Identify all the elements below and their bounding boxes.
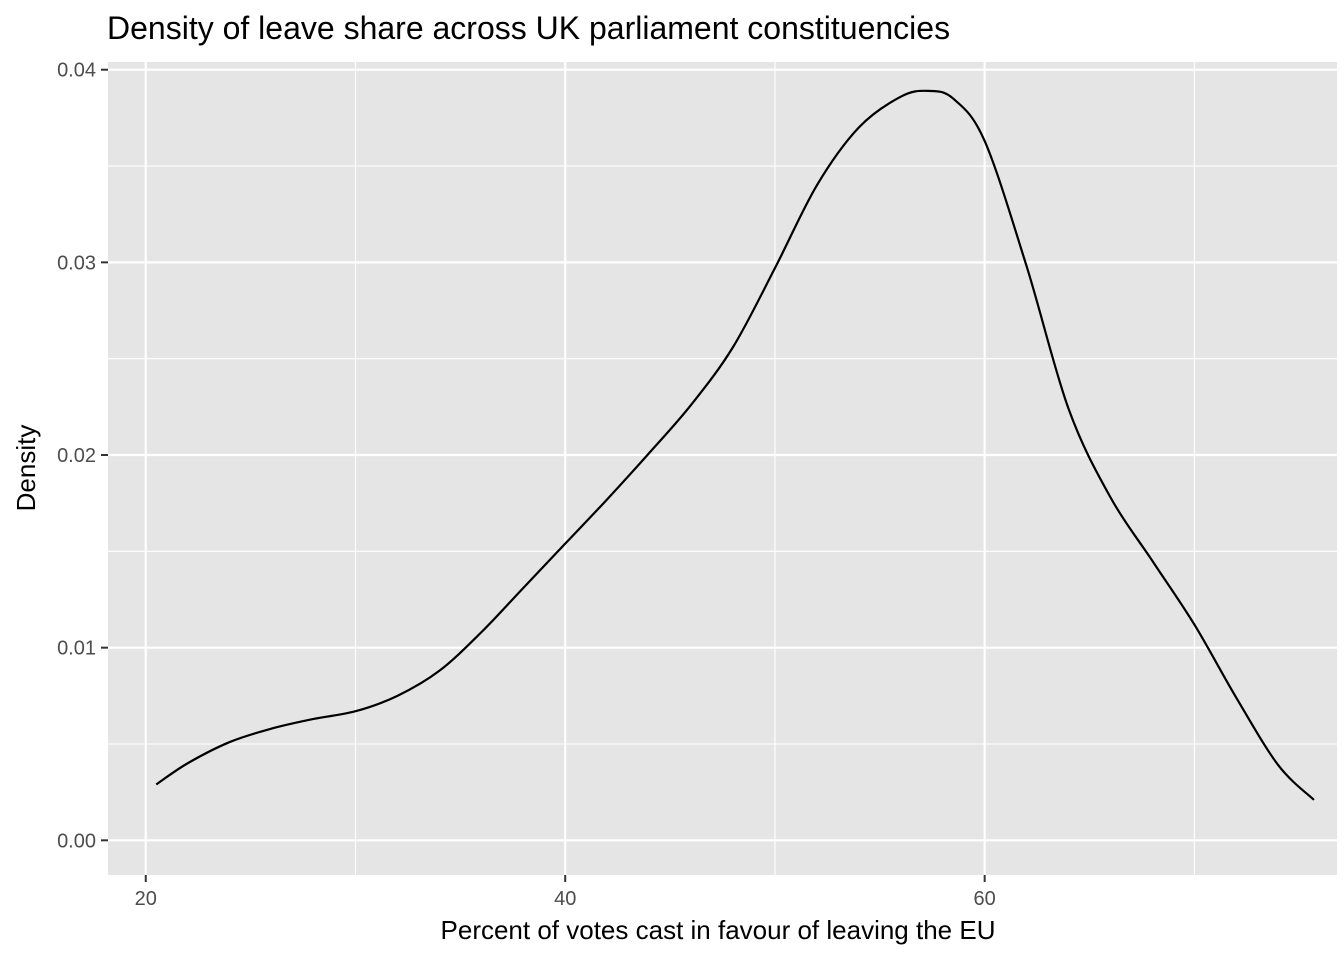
x-axis-title: Percent of votes cast in favour of leavi…: [441, 915, 996, 945]
x-axis: 20 40 60: [135, 875, 996, 910]
x-tick-label: 60: [974, 888, 996, 910]
y-axis-title: Density: [11, 425, 41, 512]
y-tick-label: 0.03: [57, 252, 96, 274]
chart-title: Density of leave share across UK parliam…: [107, 10, 950, 46]
y-tick-label: 0.01: [57, 638, 96, 660]
x-tick-label: 20: [135, 888, 157, 910]
y-tick-label: 0.02: [57, 445, 96, 467]
minor-gridlines: [108, 62, 1337, 875]
plot-panel: [108, 62, 1337, 875]
density-curve: [155, 89, 1315, 801]
y-axis: 0.00 0.01 0.02 0.03 0.04: [57, 60, 108, 852]
y-tick-label: 0.00: [57, 830, 96, 852]
y-tick-label: 0.04: [57, 60, 96, 82]
x-tick-label: 40: [554, 888, 576, 910]
major-gridlines: [108, 62, 1337, 875]
